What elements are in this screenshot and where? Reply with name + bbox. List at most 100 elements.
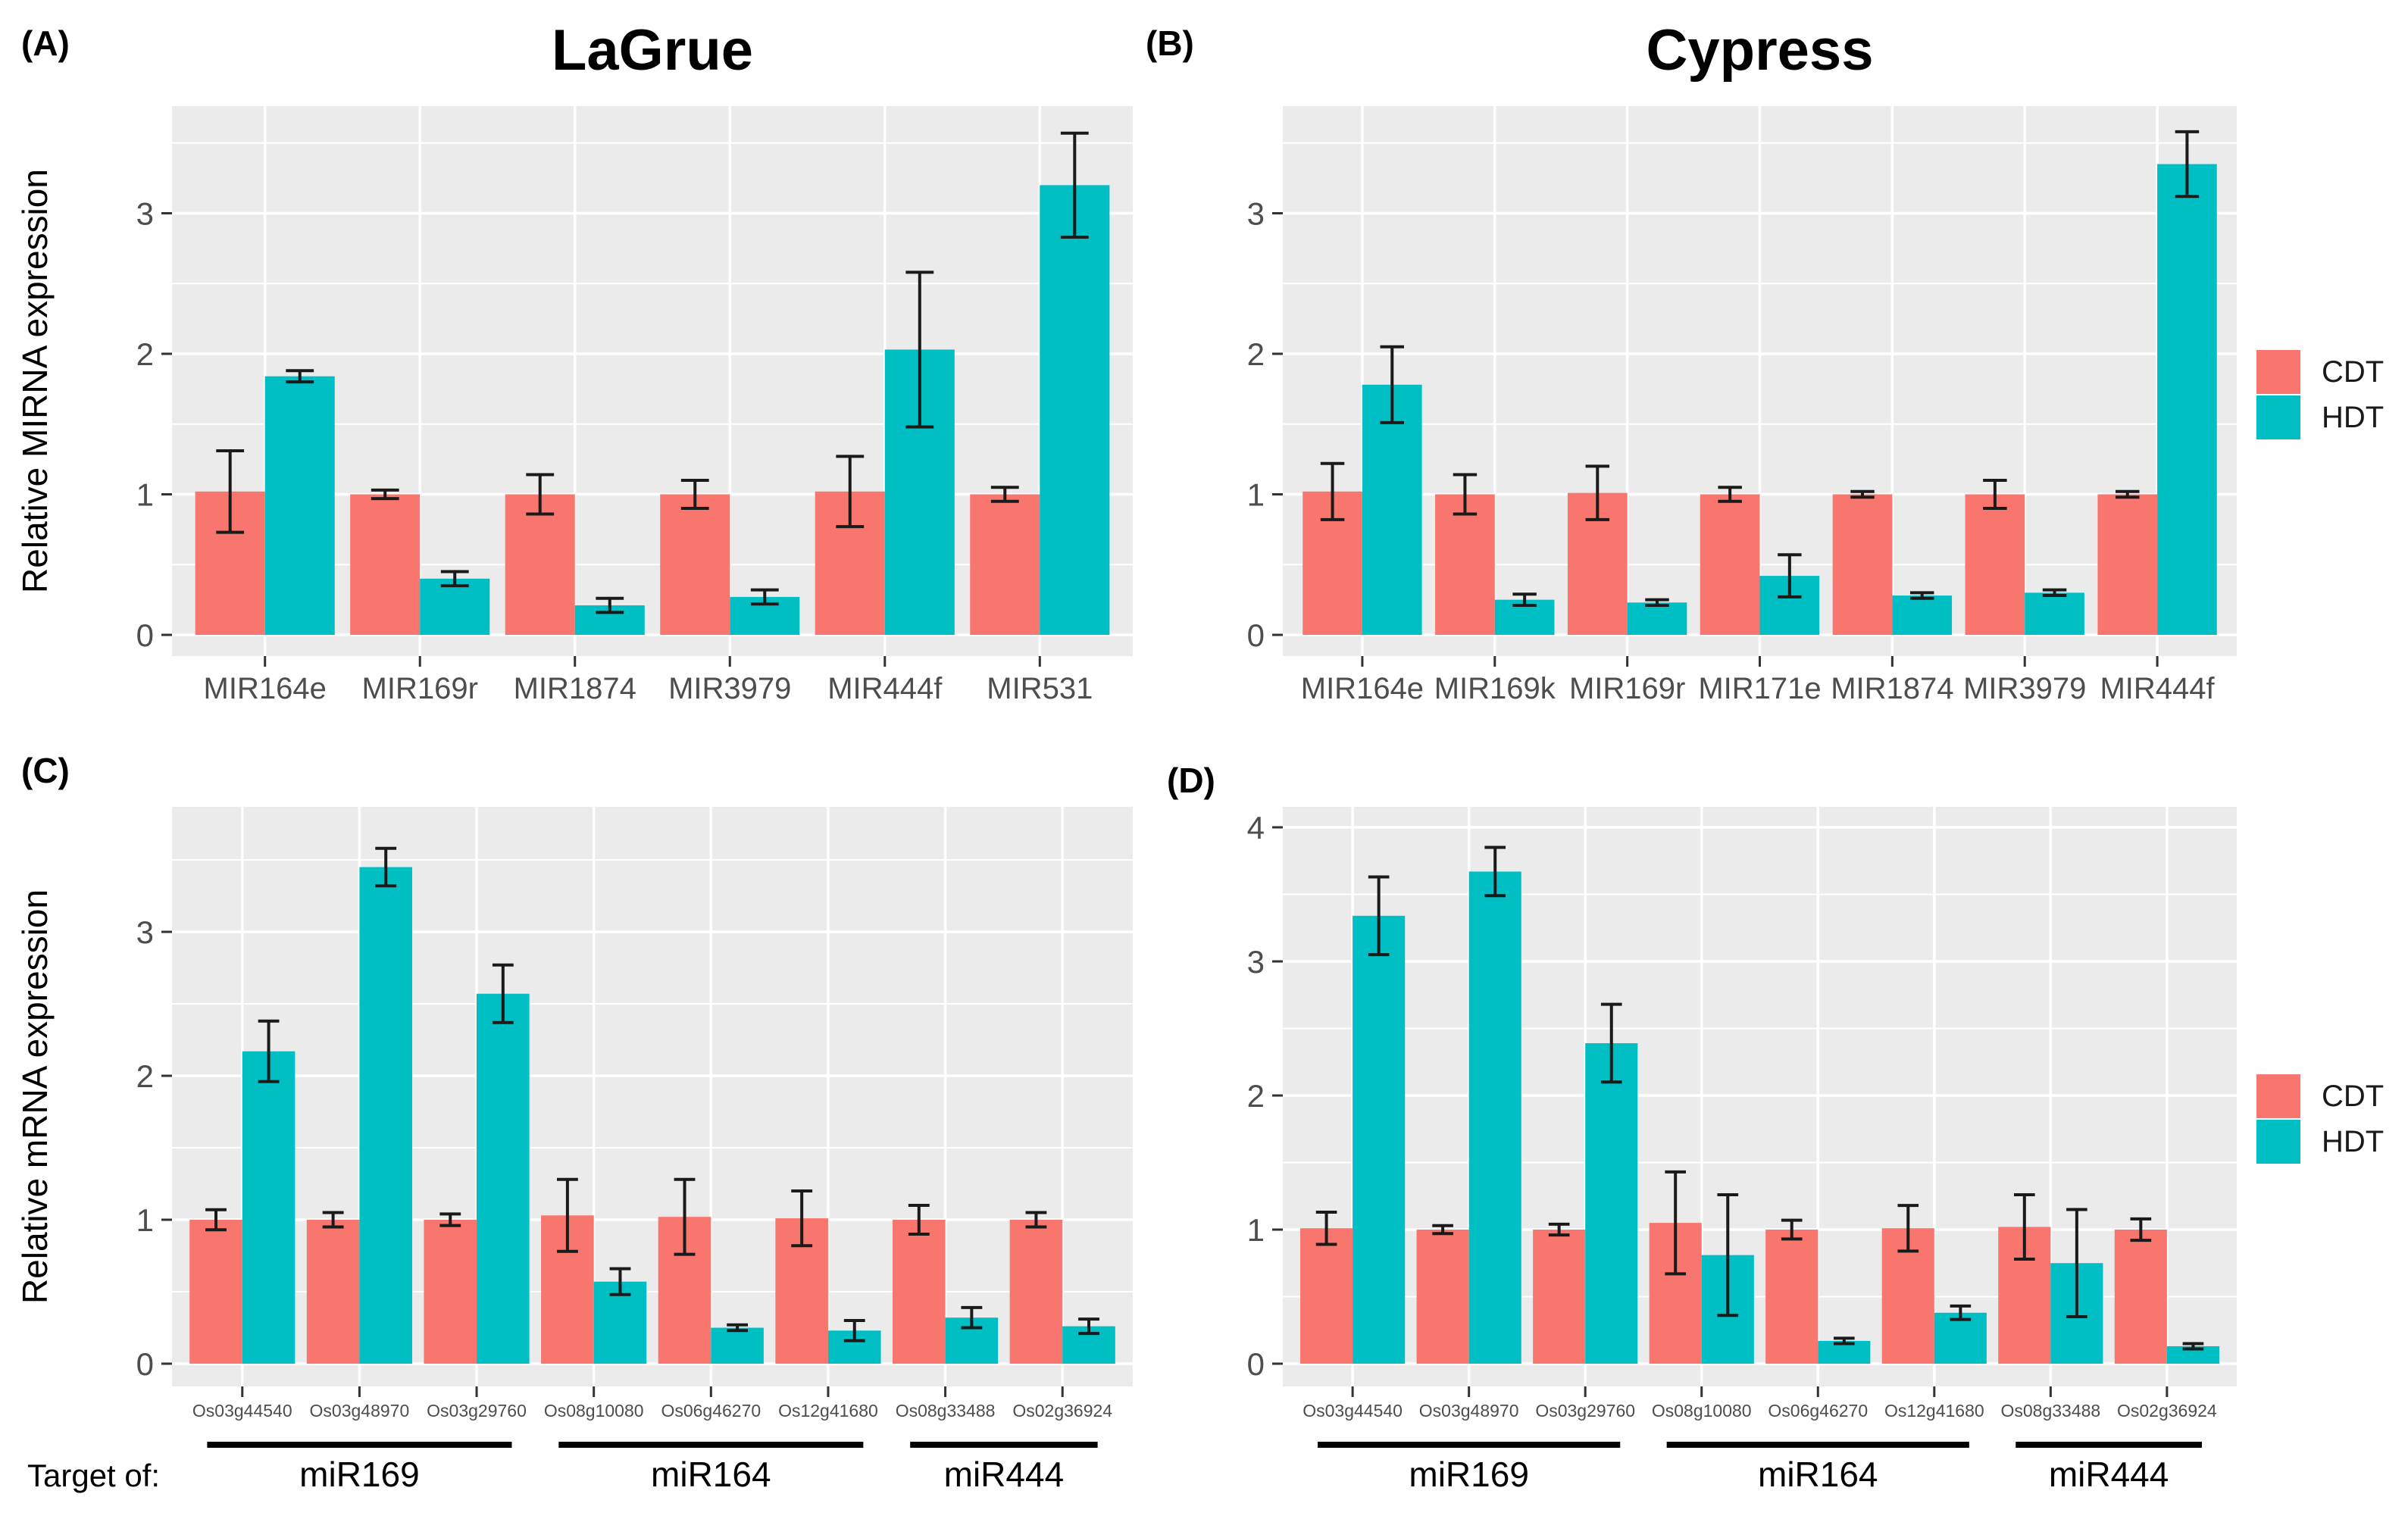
y-tick-label: 2 — [136, 336, 154, 372]
x-tick-label: MIR169r — [1569, 672, 1685, 705]
y-tick-label: 3 — [136, 914, 154, 950]
bar-cdt — [1416, 1230, 1469, 1364]
bar-cdt — [970, 494, 1040, 635]
x-tick-label: MIR3979 — [668, 672, 791, 705]
chart-panel-a-lagrue-mirna: 0 1 2 3 MIR164e MIR169r MIR1874 MIR3979 MIR444f M… — [15, 18, 1133, 705]
y-tick-label: 3 — [136, 196, 154, 232]
x-tick-label: Os08g10080 — [1652, 1401, 1752, 1421]
x-tick-label: MIR164e — [1301, 672, 1424, 705]
legend-item-hdt: HDT — [2256, 1120, 2384, 1164]
x-tick-label: Os03g48970 — [1419, 1401, 1519, 1421]
group-label: miR444 — [2049, 1455, 2169, 1494]
bar-cdt — [505, 494, 575, 635]
y-tick-label: 3 — [1247, 944, 1265, 980]
x-tick-label: MIR169k — [1434, 672, 1556, 705]
bar-hdt — [477, 993, 530, 1364]
y-tick-label: 1 — [136, 477, 154, 513]
bar-hdt — [2025, 592, 2084, 635]
cdt-legend-label: CDT — [2322, 1079, 2385, 1113]
y-tick-label: 2 — [1247, 1078, 1265, 1114]
bar-cdt — [189, 1220, 242, 1364]
bar-hdt — [2166, 1346, 2219, 1364]
bar-cdt — [1965, 494, 2025, 635]
y-tick-label: 2 — [136, 1058, 154, 1094]
bar-cdt — [1300, 1228, 1353, 1364]
x-tick-label: Os08g10080 — [544, 1401, 644, 1421]
y-axis-title: Relative MIRNA expression — [15, 169, 55, 593]
y-tick-label: 2 — [1247, 336, 1265, 372]
panel-d-tag: (D) — [1167, 761, 1215, 800]
bar-hdt — [1468, 871, 1521, 1364]
cdt-legend-label: CDT — [2322, 355, 2385, 389]
y-tick-label: 0 — [136, 617, 154, 653]
bar-cdt — [1009, 1220, 1063, 1364]
x-tick-label: MIR1874 — [514, 672, 636, 705]
bar-hdt — [1627, 602, 1687, 635]
y-tick-label: 0 — [136, 1346, 154, 1382]
x-tick-label: Os08g33488 — [2000, 1401, 2100, 1421]
chart-title: LaGrue — [552, 18, 753, 83]
bar-cdt — [1435, 494, 1495, 635]
x-tick-label: MIR1874 — [1831, 672, 1953, 705]
group-label: miR444 — [944, 1455, 1065, 1494]
bar-cdt — [893, 1220, 946, 1364]
x-tick-label: Os06g46270 — [1768, 1401, 1868, 1421]
x-tick-label: Os03g48970 — [310, 1401, 410, 1421]
bar-hdt — [711, 1327, 764, 1364]
panel-b-tag: (B) — [1146, 23, 1194, 63]
bar-cdt — [350, 494, 421, 635]
x-tick-label: MIR444f — [2100, 672, 2215, 705]
legend-item-cdt: CDT — [2256, 350, 2384, 394]
y-tick-label: 1 — [1247, 1212, 1265, 1248]
bar-cdt — [424, 1220, 477, 1364]
x-tick-label: Os12g41680 — [778, 1401, 878, 1421]
bar-hdt — [359, 867, 412, 1364]
x-tick-label: MIR171e — [1698, 672, 1821, 705]
x-tick-label: Os08g33488 — [896, 1401, 996, 1421]
x-tick-label: MIR169r — [362, 672, 478, 705]
cdt-color-swatch — [2256, 350, 2300, 394]
x-tick-label: MIR444f — [827, 672, 943, 705]
bar-cdt — [1765, 1230, 1819, 1364]
bar-hdt — [1353, 915, 1406, 1364]
y-tick-label: 0 — [1247, 617, 1265, 653]
x-tick-label: Os12g41680 — [1884, 1401, 1984, 1421]
legend-bottom: CDT HDT — [2256, 1074, 2384, 1165]
y-tick-label: 3 — [1247, 196, 1265, 232]
mirna-expression-row: 0 1 2 3 MIR164e MIR169r MIR1874 MIR3979 MIR444f M… — [0, 0, 2408, 742]
bar-hdt — [264, 376, 335, 635]
mrna-expression-row: 0 1 2 3 Os03g44540 Os03g48970 Os03g29760 Os08g1… — [0, 742, 2408, 1519]
group-label: miR169 — [1409, 1455, 1529, 1494]
bar-hdt — [2157, 164, 2217, 635]
bar-hdt — [1892, 595, 1953, 635]
chart-panel-c-lagrue-mrna: 0 1 2 3 Os03g44540 Os03g48970 Os03g29760 Os08g1… — [15, 807, 1133, 1494]
hdt-color-swatch — [2256, 395, 2300, 439]
legend-column-top: CDT HDT — [2250, 0, 2408, 742]
hdt-legend-label: HDT — [2322, 400, 2385, 434]
bar-hdt — [1040, 185, 1110, 635]
panel-c-tag: (C) — [21, 751, 70, 790]
bar-cdt — [2114, 1230, 2167, 1364]
legend-item-hdt: HDT — [2256, 395, 2384, 439]
bar-hdt — [242, 1051, 296, 1364]
cdt-color-swatch — [2256, 1074, 2300, 1118]
x-tick-label: Os02g36924 — [1012, 1401, 1112, 1421]
x-tick-label: Os02g36924 — [2117, 1401, 2217, 1421]
x-tick-label: Os03g44540 — [192, 1401, 292, 1421]
panel-a-tag: (A) — [21, 23, 70, 63]
bar-cdt — [660, 494, 730, 635]
bar-hdt — [1585, 1042, 1638, 1364]
x-tick-label: MIR3979 — [1963, 672, 2086, 705]
bar-hdt — [420, 578, 490, 635]
y-tick-label: 1 — [136, 1202, 154, 1238]
bar-cdt — [1832, 494, 1893, 635]
bar-hdt — [1934, 1312, 1987, 1364]
x-tick-label: Os06g46270 — [661, 1401, 761, 1421]
chart-panel-b-cypress-mirna: 0 1 2 3 MIR164e MIR169k MIR169r MIR171e MIR1874 M… — [1247, 18, 2237, 705]
legend-column-bottom: CDT HDT — [2250, 742, 2408, 1519]
y-tick-label: 0 — [1247, 1346, 1265, 1382]
group-label: miR164 — [651, 1455, 771, 1494]
hdt-color-swatch — [2256, 1120, 2300, 1164]
x-tick-label: Os03g29760 — [1535, 1401, 1635, 1421]
